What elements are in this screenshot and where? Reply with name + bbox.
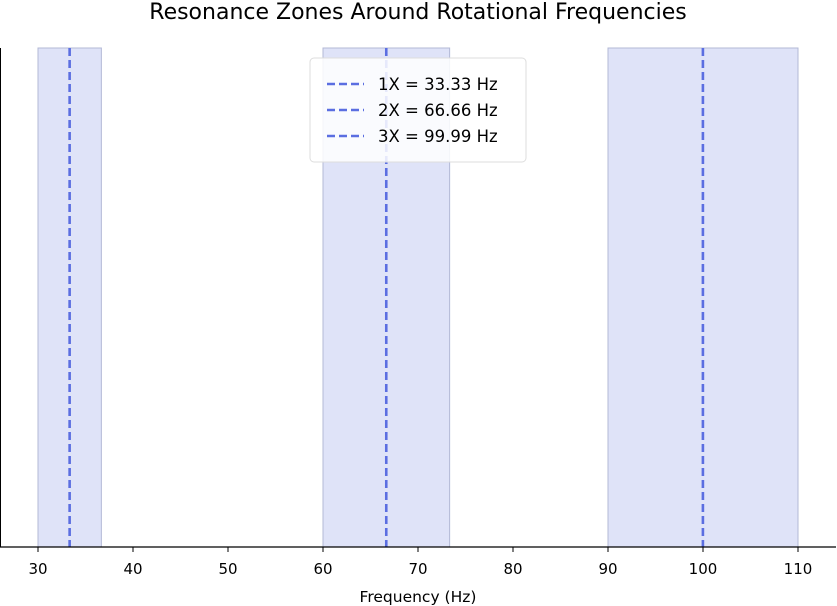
- chart-title: Resonance Zones Around Rotational Freque…: [149, 0, 686, 25]
- x-axis-title: Frequency (Hz): [360, 588, 477, 606]
- legend: 1X = 33.33 Hz 2X = 66.66 Hz 3X = 99.99 Hz: [309, 57, 527, 163]
- x-tick-label: 90: [598, 560, 617, 578]
- legend-label-3: 3X = 99.99 Hz: [378, 127, 498, 146]
- x-tick-label: 80: [503, 560, 522, 578]
- x-tick-label: 50: [218, 560, 237, 578]
- x-tick-label: 70: [408, 560, 427, 578]
- legend-label-1: 1X = 33.33 Hz: [378, 75, 498, 94]
- legend-label-2: 2X = 66.66 Hz: [378, 101, 498, 120]
- x-axis-ticks: 30 40 50 60 70 80 90 100 110: [28, 547, 812, 578]
- x-tick-label: 110: [784, 560, 813, 578]
- x-tick-label: 40: [123, 560, 142, 578]
- x-tick-label: 30: [28, 560, 47, 578]
- x-tick-label: 60: [313, 560, 332, 578]
- x-tick-label: 100: [689, 560, 718, 578]
- frequency-lines: [68, 48, 705, 547]
